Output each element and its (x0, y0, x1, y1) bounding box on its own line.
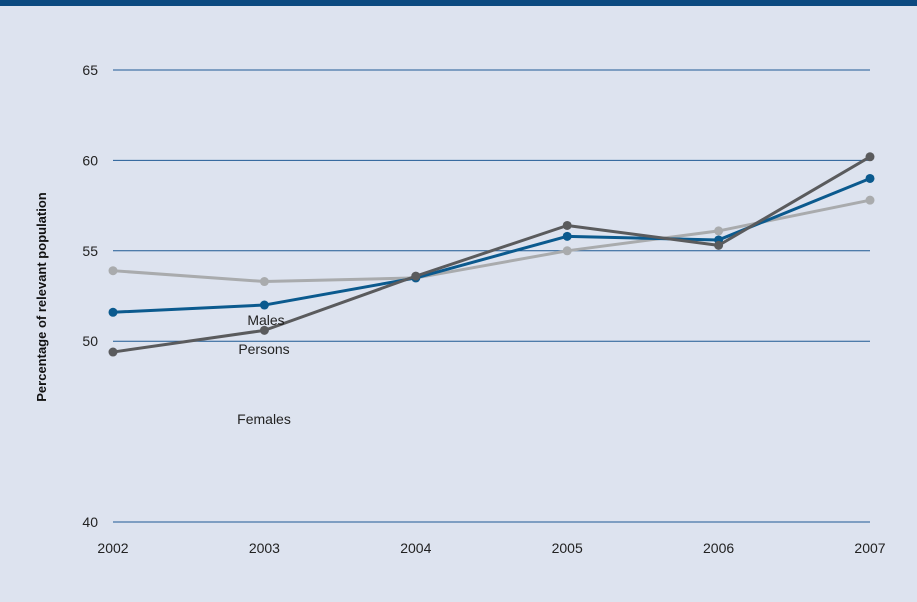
data-point-persons-2002 (108, 307, 118, 317)
y-tick-label-55: 55 (82, 243, 98, 259)
data-point-persons-2007 (865, 173, 875, 183)
annotation-females: Females (237, 411, 291, 427)
data-point-females-2005 (562, 220, 572, 230)
data-point-males-2007 (865, 195, 875, 205)
series-line-persons (112, 177, 871, 314)
y-tick-label-65: 65 (82, 62, 98, 78)
y-tick-label-60: 60 (82, 152, 98, 168)
data-point-persons-2005 (562, 231, 572, 241)
series-males (108, 195, 875, 287)
series-group (108, 152, 875, 357)
series-persons (108, 173, 875, 317)
data-point-males-2005 (562, 246, 572, 256)
data-point-males-2003 (259, 277, 269, 287)
y-tick-label-40: 40 (82, 514, 98, 530)
x-tick-label-2004: 2004 (400, 540, 431, 556)
y-axis-ticks: 40 50 55 60 65 (82, 62, 98, 530)
data-point-females-2007 (865, 152, 875, 162)
data-point-females-2004 (411, 271, 421, 281)
grid-lines (113, 69, 870, 523)
chart-panel (0, 6, 917, 602)
top-accent-bar (0, 0, 917, 6)
series-females (108, 152, 875, 357)
x-tick-label-2002: 2002 (97, 540, 128, 556)
series-line-males (112, 198, 871, 284)
x-tick-label-2006: 2006 (703, 540, 734, 556)
annotation-males: Males (247, 312, 284, 328)
data-point-males-2002 (108, 266, 118, 276)
x-axis-ticks: 2002 2003 2004 2005 2006 2007 (97, 540, 885, 556)
data-point-females-2002 (108, 347, 118, 357)
y-tick-label-50: 50 (82, 333, 98, 349)
x-tick-label-2007: 2007 (854, 540, 885, 556)
data-point-females-2006 (714, 240, 724, 250)
data-point-males-2006 (714, 226, 724, 236)
data-point-females-2003 (259, 325, 269, 335)
x-tick-label-2003: 2003 (249, 540, 280, 556)
y-axis-label: Percentage of relevant population (34, 192, 49, 402)
series-line-females (112, 155, 871, 354)
x-tick-label-2005: 2005 (552, 540, 583, 556)
data-point-persons-2003 (259, 300, 269, 310)
annotation-persons: Persons (238, 341, 289, 357)
